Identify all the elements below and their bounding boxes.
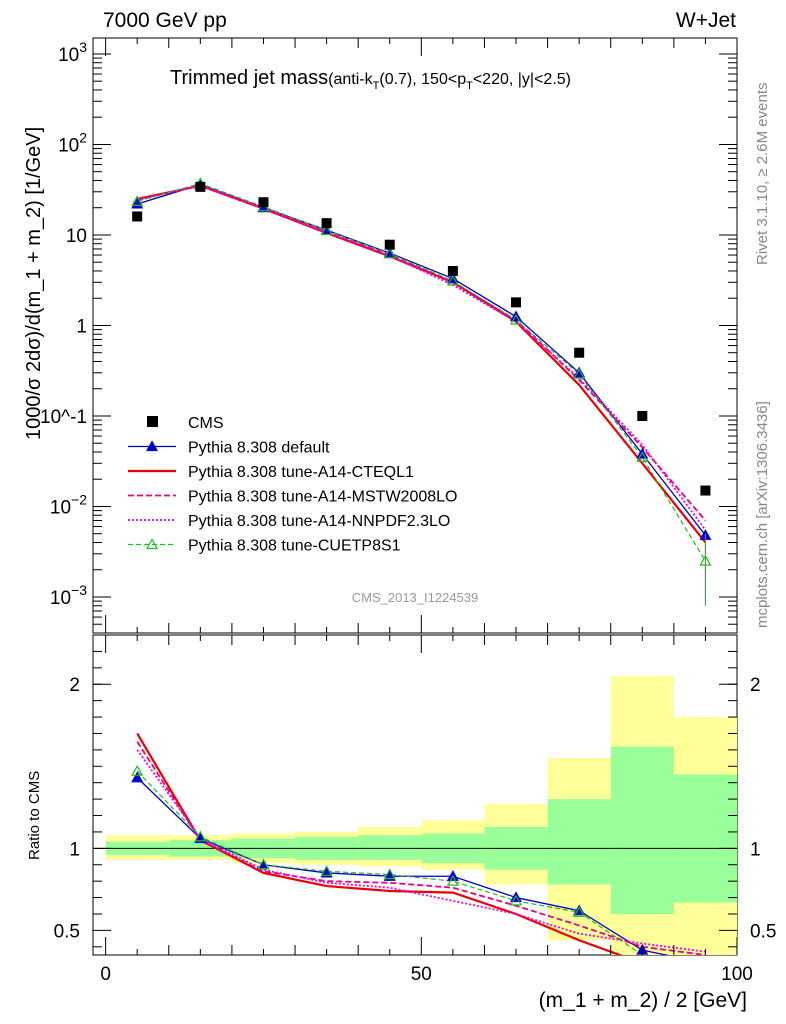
- cms-point-3: [321, 218, 332, 229]
- plot-title-sub-mid: (0.7), 150<p: [379, 71, 466, 88]
- main-ytick-label-base: 10: [50, 588, 71, 609]
- energy-label: 7000 GeV pp: [103, 9, 227, 32]
- main-ytick-label: 10−2: [50, 491, 87, 518]
- ratio-cuetp-marker-6: [509, 894, 523, 906]
- main-plot: [131, 177, 712, 606]
- ratio-series-line-3: [136, 749, 706, 953]
- plot-title-main: Trimmed jet mass: [170, 67, 328, 89]
- legend-label-5: Pythia 8.308 tune-CUETP8S1: [188, 538, 401, 555]
- legend: CMS Pythia 8.308 default Pythia 8.308 tune…: [128, 415, 457, 555]
- main-ytick-label: 10−3: [50, 582, 87, 609]
- ratio-plot: [93, 676, 737, 955]
- main-ytick-label: 103: [58, 39, 87, 66]
- main-cuetp-marker-6: [509, 313, 523, 325]
- main-ytick-label: 1: [76, 316, 87, 337]
- main-ytick-label: 102: [58, 129, 87, 156]
- main-cuetp-marker-4: [383, 247, 396, 259]
- ratio-cuetp-marker-0: [131, 764, 144, 776]
- legend-marker-default: [145, 440, 159, 452]
- legend-marker-cuetp: [145, 538, 159, 550]
- ratio-series-line-0: [136, 777, 670, 955]
- cms-point-1: [195, 181, 206, 192]
- ratio-ytick-label-right: 2: [750, 675, 761, 696]
- main-cuetp-marker-8: [636, 450, 649, 462]
- main-ytick-label-base: 10: [50, 497, 71, 518]
- legend-label-3: Pythia 8.308 tune-A14-MSTW2008LO: [188, 489, 457, 506]
- mcplots-label: mcplots.cern.ch [arXiv:1306.3436]: [754, 401, 771, 628]
- ratio-default-marker-4: [383, 869, 396, 881]
- cms-point-6: [511, 297, 522, 308]
- main-plot-frame: [92, 37, 738, 634]
- ratio-ytick-label-right: 0.5: [750, 921, 776, 942]
- band-inner-4: [358, 835, 422, 860]
- cms-point-8: [637, 410, 648, 421]
- main-cuetp-marker-0: [131, 195, 144, 206]
- main-ytick-label-exp: 2: [79, 129, 87, 145]
- process-label: W+Jet: [676, 9, 736, 32]
- main-series-line-2: [137, 184, 707, 522]
- main-series-line-4: [137, 182, 706, 562]
- main-cuetp-marker-5: [446, 274, 459, 286]
- xtick-label: 100: [721, 964, 753, 985]
- cms-point-9: [700, 485, 711, 496]
- cms-point-7: [574, 347, 585, 358]
- main-ytick-label-base: 10: [58, 135, 79, 156]
- analysis-id: CMS_2013_I1224539: [352, 590, 479, 605]
- ratio-cuetp-marker-3: [320, 865, 333, 876]
- ratio-ytick-label: 1: [69, 839, 80, 860]
- main-ytick-label-exp: −3: [71, 582, 87, 598]
- ratio-default-marker-0: [131, 771, 144, 783]
- plot-title-sub-t2: T: [466, 80, 473, 92]
- main-series-line-0: [137, 183, 706, 536]
- main-series-line-3: [136, 184, 707, 531]
- plot-title-sub-t1: T: [373, 80, 380, 92]
- cms-point-0: [132, 211, 143, 222]
- legend-label-2: Pythia 8.308 tune-A14-CTEQL1: [188, 464, 414, 481]
- ratio-series-line-2: [136, 741, 706, 955]
- main-ytick-label: 10^-1: [40, 407, 87, 428]
- xtick-label: 0: [100, 964, 111, 985]
- legend-label-4: Pythia 8.308 tune-A14-NNPDF2.3LO: [188, 513, 450, 530]
- x-axis-label: (m_1 + m_2) / 2 [GeV]: [539, 989, 747, 1012]
- y-axis-label-ratio: Ratio to CMS: [26, 771, 43, 860]
- cms-point-2: [258, 197, 269, 208]
- ratio-ytick-label-right: 1: [750, 839, 761, 860]
- band-inner-8: [610, 746, 674, 914]
- ratio-ytick-label: 0.5: [54, 921, 80, 942]
- main-ytick-label-exp: 3: [79, 39, 87, 55]
- ratio-ytick-label: 2: [69, 675, 80, 696]
- main-ytick-label: 10: [66, 226, 87, 247]
- ratio-default-marker-1: [194, 832, 207, 844]
- main-cuetp-marker-7: [573, 367, 586, 379]
- rivet-label: Rivet 3.1.10, ≥ 2.6M events: [754, 83, 771, 266]
- ratio-default-marker-3: [320, 866, 333, 878]
- ratio-cuetp-marker-5: [446, 874, 459, 886]
- main-cuetp-marker-3: [320, 224, 333, 236]
- ratio-cuetp-marker-1: [194, 830, 207, 842]
- band-inner-7: [547, 799, 611, 885]
- band-inner-9: [673, 774, 737, 903]
- ratio-cuetp-marker-4: [383, 868, 396, 880]
- cms-point-4: [384, 239, 395, 250]
- main-ytick-label-base: 10: [58, 45, 79, 66]
- plot-title-sub: (anti-k: [328, 71, 373, 88]
- y-axis-label-main: 1000/σ 2dσ)/d(m_1 + m_2) [1/GeV]: [23, 127, 45, 440]
- ratio-cuetp-marker-7: [573, 906, 586, 917]
- legend-marker-cms: [147, 416, 158, 427]
- plot-title: Trimmed jet mass(anti-kT(0.7), 150<pT<22…: [170, 67, 571, 92]
- cms-point-5: [447, 265, 458, 276]
- legend-label-1: Pythia 8.308 default: [188, 440, 330, 457]
- xtick-label: 50: [411, 964, 432, 985]
- legend-label-0: CMS: [188, 415, 224, 432]
- main-ytick-label-exp: −2: [71, 491, 87, 507]
- plot-title-sub-end: <220, |y|<2.5): [473, 71, 571, 88]
- ratio-cuetp-marker-2: [257, 858, 270, 870]
